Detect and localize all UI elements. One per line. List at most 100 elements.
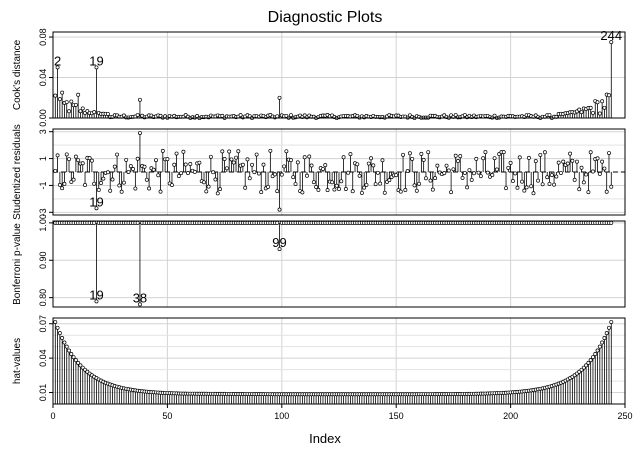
- series-marks: [53, 131, 614, 212]
- point: [579, 367, 584, 372]
- point: [476, 170, 481, 175]
- point: [57, 182, 62, 187]
- point: [78, 109, 83, 114]
- point: [192, 169, 197, 174]
- point: [202, 180, 206, 185]
- point: [332, 187, 337, 192]
- point: [481, 156, 486, 161]
- y-tick-label: 0.04: [38, 69, 48, 87]
- point: [73, 154, 78, 159]
- point: [124, 157, 129, 162]
- point: [323, 163, 328, 168]
- y-tick-label: -1: [38, 181, 48, 189]
- point: [364, 182, 369, 187]
- point: [492, 113, 497, 118]
- point: [156, 173, 161, 178]
- point: [435, 163, 440, 168]
- point: [609, 320, 614, 324]
- point: [92, 110, 97, 115]
- point: [591, 169, 595, 174]
- point: [69, 179, 74, 184]
- point: [94, 206, 99, 211]
- point: [387, 178, 392, 183]
- panel-hat: 0.01 0.04 0.07 hat-values: [12, 315, 626, 405]
- point: [174, 151, 179, 156]
- point: [55, 153, 60, 158]
- point: [570, 158, 575, 163]
- point: [115, 152, 120, 157]
- point: [558, 171, 563, 175]
- point: [293, 182, 298, 186]
- point: [538, 152, 543, 157]
- point: [556, 160, 561, 165]
- point: [547, 181, 552, 186]
- point: [442, 171, 447, 176]
- point: [250, 162, 255, 167]
- point: [421, 157, 426, 162]
- point: [314, 185, 319, 189]
- point: [602, 105, 607, 110]
- point: [536, 178, 541, 183]
- point: [492, 156, 497, 161]
- x-axis: 0 50 100 150 200 250: [50, 404, 633, 421]
- point: [456, 159, 460, 163]
- point: [69, 351, 74, 356]
- point: [554, 174, 559, 179]
- point: [595, 348, 600, 353]
- panel-frame: [52, 128, 626, 216]
- point: [295, 160, 300, 165]
- point: [591, 110, 595, 115]
- point-annotation: 99: [272, 235, 286, 250]
- point: [60, 186, 65, 191]
- point: [240, 162, 245, 167]
- x-tick-label: 250: [617, 411, 632, 421]
- point: [211, 170, 216, 175]
- x-axis-title: Index: [309, 431, 341, 446]
- point: [247, 176, 252, 181]
- point: [485, 170, 490, 175]
- point: [105, 111, 110, 116]
- point: [126, 170, 131, 175]
- point: [282, 164, 287, 169]
- point: [55, 325, 60, 330]
- point: [101, 176, 106, 181]
- point: [330, 180, 335, 185]
- point: [112, 164, 117, 169]
- point: [472, 171, 476, 176]
- point: [508, 160, 513, 165]
- point: [222, 156, 227, 161]
- point: [254, 152, 259, 157]
- y-tick-label: -3: [38, 208, 48, 216]
- point: [348, 152, 353, 157]
- point: [234, 155, 238, 160]
- point: [165, 157, 170, 162]
- point: [529, 184, 534, 189]
- point: [275, 189, 280, 194]
- point: [595, 156, 600, 161]
- point: [577, 107, 582, 112]
- point-annotation: 19: [89, 194, 103, 209]
- panel-frame: [52, 317, 626, 405]
- point: [398, 189, 403, 194]
- point: [92, 220, 97, 225]
- point: [593, 351, 598, 356]
- point: [478, 174, 483, 179]
- point: [181, 149, 186, 154]
- point: [69, 99, 74, 104]
- point: [547, 113, 552, 117]
- point: [229, 157, 234, 162]
- point: [540, 182, 545, 187]
- point: [243, 185, 248, 190]
- y-tick-label: 0.90: [38, 251, 48, 269]
- point: [549, 173, 554, 177]
- point: [504, 186, 508, 191]
- point: [378, 181, 383, 186]
- point: [506, 165, 511, 170]
- point: [227, 149, 232, 154]
- point: [597, 171, 602, 176]
- point: [410, 156, 415, 161]
- point: [316, 187, 321, 192]
- point: [252, 170, 257, 175]
- panel-frame: [52, 31, 626, 119]
